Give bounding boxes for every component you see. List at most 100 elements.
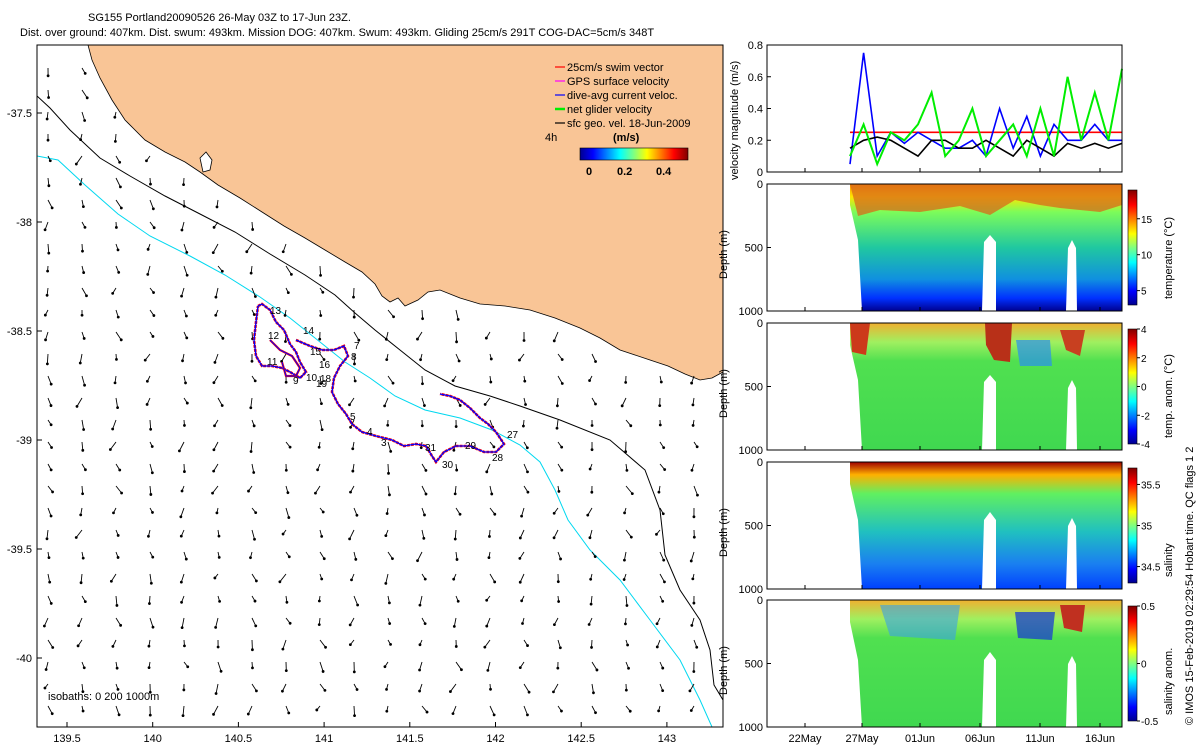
velocity-vector-head: [287, 555, 291, 559]
velocity-vector: [149, 463, 153, 473]
map-legend: 25cm/s swim vector GPS surface velocity …: [545, 62, 691, 178]
map-xtick-label: 140: [144, 733, 162, 745]
colorbar-tick-label: 15: [1141, 215, 1153, 226]
velocity-vector: [486, 463, 491, 472]
velocity-vector: [214, 353, 219, 363]
day-label: 19: [316, 379, 328, 390]
velocity-vector-head: [286, 491, 290, 495]
velocity-vector-head: [183, 470, 186, 473]
velocity-vector: [690, 551, 695, 562]
velocity-vector-head: [212, 381, 216, 385]
velocity-vector-head: [389, 449, 393, 453]
velocity-vector-head: [149, 427, 153, 431]
velocity-vector-head: [81, 448, 85, 452]
velocity-vector-head: [147, 534, 150, 538]
colorbar-label: salinity anom.: [1163, 648, 1175, 715]
velocity-vector-head: [49, 423, 53, 427]
velocity-vector-head: [149, 493, 153, 496]
salinity-anomaly-panel: [766, 599, 1123, 728]
velocity-vector-head: [214, 625, 218, 629]
velocity-vector-head: [252, 471, 256, 474]
velocity-vector-head: [44, 668, 48, 671]
velocity-vector-head: [42, 624, 46, 628]
velocity-vector-head: [120, 491, 123, 495]
velocity-vector-head: [43, 686, 47, 690]
velocity-vector-head: [525, 446, 529, 450]
velocity-vector-head: [145, 159, 148, 163]
velocity-vector-head: [252, 424, 256, 428]
velocity-vector-head: [315, 708, 319, 712]
velocity-vector-head: [146, 272, 150, 276]
depth-tick-label: 0: [757, 457, 763, 469]
velocity-vector-head: [51, 490, 54, 494]
velocity-vector: [251, 617, 257, 627]
velocity-vector-head: [629, 424, 633, 428]
velocity-vector-head: [421, 317, 424, 321]
velocity-vector: [115, 485, 122, 494]
depth-tick-label: 1000: [739, 306, 763, 318]
velocity-vector-head: [181, 714, 185, 718]
map-colorbar-tick: 0.4: [656, 166, 672, 178]
velocity-vector-head: [246, 712, 250, 716]
map-ytick-label: -37.5: [7, 108, 32, 120]
scale-label: 4h: [545, 132, 557, 144]
velocity-vector-head: [484, 336, 488, 340]
velocity-vector-head: [314, 491, 317, 495]
velocity-vector-head: [179, 534, 183, 538]
velocity-vector: [417, 551, 423, 561]
velocity-vector: [112, 419, 117, 430]
map-ytick-label: -39: [16, 435, 32, 447]
velocity-vector-head: [518, 580, 522, 584]
velocity-vector: [523, 705, 528, 716]
velocity-vector: [251, 287, 256, 297]
velocity-vector: [149, 573, 152, 584]
velocity-vector: [149, 485, 152, 495]
velocity-vector-head: [245, 250, 249, 254]
velocity-vector-head: [351, 447, 355, 451]
velocity-vector-head: [522, 424, 525, 428]
velocity-vector: [76, 397, 83, 407]
velocity-vector-head: [115, 357, 118, 361]
temperature-panel: [766, 183, 1123, 312]
velocity-vector: [319, 639, 326, 648]
velocity-vector-head: [281, 647, 285, 651]
velocity-vector-head: [457, 359, 461, 363]
temp-anomaly-warm: [985, 323, 1012, 362]
velocity-vector-head: [220, 404, 224, 407]
velocity-vector-head: [253, 537, 256, 541]
velocity-vector-head: [211, 251, 215, 255]
velocity-vector-head: [416, 337, 419, 341]
velocity-vector-head: [691, 403, 695, 407]
map-xtick-label: 141: [315, 733, 333, 745]
velocity-vector-head: [657, 709, 661, 713]
velocity-vector: [215, 617, 219, 628]
velocity-vector-head: [82, 271, 86, 274]
velocity-vector-head: [689, 559, 693, 563]
velocity-vector: [625, 529, 632, 538]
depth-tick-label: 0: [757, 595, 763, 607]
velocity-vector-head: [423, 513, 426, 517]
time-tick-label: 22May: [788, 733, 822, 745]
velocity-vector: [47, 243, 50, 254]
velocity-vector-head: [625, 604, 629, 607]
velocity-vector: [215, 683, 219, 694]
velocity-vector-head: [317, 623, 321, 627]
velocity-vector-head: [622, 578, 626, 581]
velocity-vector-head: [116, 534, 120, 537]
velocity-vector: [553, 529, 559, 538]
velocity-vector-head: [384, 581, 388, 585]
map-xtick-label: 142.5: [567, 733, 595, 745]
velocity-vector-head: [83, 71, 87, 75]
day-label: 31: [425, 443, 437, 454]
velocity-vector-head: [288, 621, 292, 625]
velocity-vector-head: [556, 666, 560, 670]
velocity-vector-head: [75, 404, 79, 408]
velocity-vector-head: [119, 338, 123, 342]
velocity-vector: [180, 573, 185, 583]
velocity-vector-head: [527, 690, 531, 694]
velocity-vector-head: [284, 380, 288, 384]
velocity-vector-head: [658, 404, 662, 408]
velocity-vector-head: [322, 557, 326, 561]
velocity-vector-head: [321, 670, 325, 673]
velocity-vector-head: [620, 404, 624, 408]
